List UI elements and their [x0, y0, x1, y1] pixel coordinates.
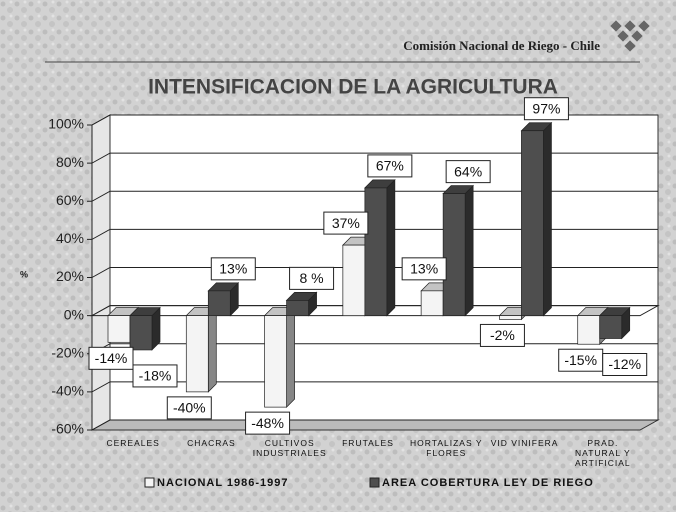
- legend-swatch: [369, 477, 380, 488]
- grid-line: [91, 190, 658, 202]
- floor: [90, 419, 660, 431]
- bar-side: [386, 179, 396, 317]
- bar: [185, 315, 209, 393]
- x-tick-label: PRAD. NATURAL Y ARTIFICIAL: [575, 438, 631, 468]
- x-tick-label: FRUTALES: [342, 438, 394, 448]
- value-label: -14%: [95, 350, 128, 366]
- y-tick-label: 0%: [64, 306, 84, 322]
- value-label: -12%: [608, 356, 641, 372]
- y-tick-label: -60%: [51, 421, 84, 437]
- value-label: -18%: [139, 368, 172, 384]
- value-label: 64%: [454, 163, 482, 179]
- header: Comisión Nacional de Riego - Chile: [403, 38, 600, 53]
- x-tick-label: CEREALES: [106, 438, 160, 448]
- bar: [107, 315, 131, 343]
- y-tick-label: -40%: [51, 383, 84, 399]
- value-label: 97%: [532, 100, 560, 116]
- y-tick-label: 40%: [56, 230, 84, 246]
- value-label-box: [210, 257, 256, 281]
- grid-line: [91, 419, 658, 431]
- x-tick-label: CULTIVOS INDUSTRIALES: [252, 438, 327, 458]
- value-label-box: [88, 346, 134, 370]
- bar-side: [543, 121, 552, 317]
- bar-side: [286, 306, 295, 408]
- value-label-box: [602, 353, 648, 376]
- bar: [499, 315, 522, 320]
- bar: [420, 290, 444, 316]
- bar-side: [207, 306, 217, 393]
- x-tick-label: VID VINIFERA: [490, 438, 559, 448]
- bar: [264, 315, 287, 408]
- bar: [577, 315, 601, 345]
- bar: [342, 244, 366, 316]
- bar: [599, 315, 623, 339]
- value-label: 13%: [410, 261, 438, 277]
- legend-label: NACIONAL 1986-1997: [157, 477, 289, 489]
- value-label-box: [166, 396, 212, 420]
- grid-line: [91, 267, 658, 278]
- grid-line: [91, 114, 658, 126]
- value-label-box: [323, 211, 369, 235]
- bar: [364, 187, 388, 316]
- x-tick-label: CHACRAS: [187, 438, 236, 448]
- bar: [129, 315, 153, 351]
- chart-title: INTENSIFICACION DE LA AGRICULTURA: [148, 76, 558, 99]
- value-label: -15%: [564, 352, 597, 368]
- value-label: 8 %: [300, 270, 324, 286]
- value-label: 13%: [219, 261, 247, 277]
- x-tick-label: HORTALIZAS Y FLORES: [410, 438, 483, 458]
- value-label-box: [245, 411, 291, 435]
- bar: [521, 130, 544, 316]
- value-label-box: [401, 257, 447, 281]
- value-label: -48%: [251, 415, 284, 431]
- grid-line: [91, 152, 658, 164]
- value-label: -2%: [490, 327, 515, 343]
- value-label-box: [479, 323, 525, 347]
- legend-label: AREA COBERTURA LEY DE RIEGO: [382, 477, 594, 489]
- bar-side: [464, 184, 474, 317]
- bar: [286, 300, 309, 316]
- value-label-box: [289, 266, 335, 290]
- value-label: 37%: [332, 215, 360, 231]
- value-label-box: [445, 160, 491, 184]
- value-label-box: [523, 97, 569, 121]
- bar: [442, 193, 466, 316]
- value-label: 67%: [376, 158, 404, 174]
- y-tick-label: 20%: [56, 268, 84, 284]
- grid-line: [91, 381, 658, 393]
- y-tick-label: 60%: [56, 192, 84, 208]
- legend-swatch: [144, 477, 155, 488]
- value-label-box: [367, 154, 413, 178]
- value-label-box: [132, 364, 178, 388]
- y-tick-label: 100%: [48, 116, 84, 132]
- bar: [207, 290, 231, 316]
- y-tick-label: -20%: [51, 344, 84, 360]
- value-label: -40%: [173, 400, 206, 416]
- grid-line: [91, 228, 658, 240]
- y-axis-label: %: [20, 269, 28, 279]
- y-tick-label: 80%: [56, 154, 84, 170]
